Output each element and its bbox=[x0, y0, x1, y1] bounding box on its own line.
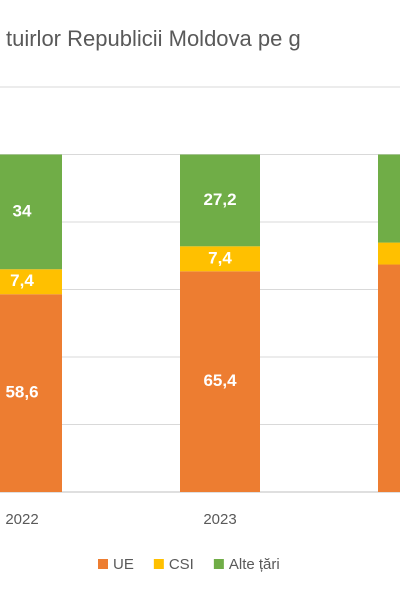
bar-segment bbox=[180, 271, 260, 492]
bar-segment bbox=[378, 242, 400, 265]
bar-segment bbox=[0, 154, 62, 270]
legend-label: UE bbox=[113, 556, 134, 573]
data-label: 34 bbox=[13, 201, 32, 220]
legend-swatch bbox=[213, 559, 224, 569]
legend-swatch bbox=[153, 559, 164, 569]
data-label: 58,6 bbox=[5, 383, 38, 402]
bar-segment bbox=[0, 294, 62, 492]
data-label: 7,4 bbox=[10, 271, 34, 290]
data-label: 65,4 bbox=[203, 371, 237, 390]
chart-title: tuirlor Republicii Moldova pe g bbox=[6, 26, 301, 51]
data-label: 27,2 bbox=[203, 190, 236, 209]
legend-swatch bbox=[98, 559, 108, 569]
bar-segment bbox=[180, 246, 260, 272]
data-label: 7,4 bbox=[208, 248, 232, 267]
bar-segment bbox=[378, 154, 400, 243]
bar-segment bbox=[378, 264, 400, 492]
legend-label: Alte țări bbox=[229, 556, 280, 573]
x-tick-label: 2023 bbox=[203, 511, 236, 528]
x-tick-label: 2022 bbox=[5, 511, 38, 528]
bar-segment bbox=[0, 269, 62, 295]
bar-segment bbox=[180, 154, 260, 247]
legend-label: CSI bbox=[169, 556, 194, 573]
